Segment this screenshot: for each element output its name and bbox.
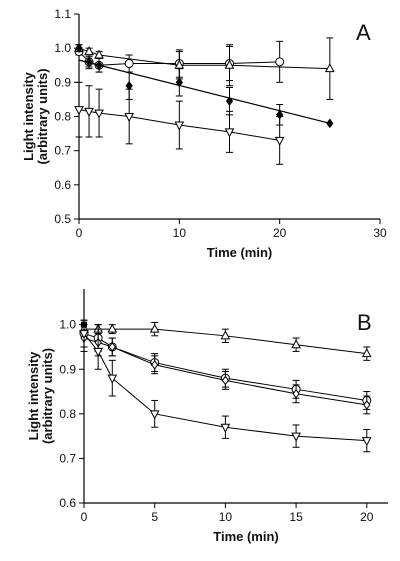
y-tick-label: 0.6	[54, 178, 71, 192]
series-square-filled	[81, 321, 87, 328]
data-point	[94, 109, 104, 119]
data-point	[325, 63, 335, 73]
data-point	[175, 77, 183, 88]
series-triangle-down-open	[74, 81, 285, 165]
data-point	[361, 437, 372, 447]
panel-a: A Time (min) Light intensity (arbitrary …	[21, 7, 387, 260]
data-point	[75, 43, 83, 54]
data-point	[224, 59, 235, 69]
data-point	[108, 342, 116, 352]
data-point	[85, 56, 93, 67]
panel-label-a: A	[356, 20, 371, 45]
data-point	[292, 388, 300, 399]
data-point	[81, 321, 87, 328]
data-point	[79, 330, 89, 340]
panel-b: B Time (min) Light intensity (arbitrary …	[26, 289, 388, 544]
data-point	[225, 96, 234, 106]
data-point	[363, 400, 371, 410]
x-tick-label: 0	[76, 226, 83, 240]
x-tick-label: 0	[81, 510, 88, 524]
series-line	[78, 47, 330, 70]
data-point	[274, 136, 285, 146]
y-tick-label: 0.8	[54, 110, 71, 124]
data-point	[84, 46, 94, 56]
x-tick-label: 20	[273, 226, 287, 240]
y-axis-title-line1-a: Light intensity	[21, 71, 36, 161]
data-point	[95, 60, 103, 71]
data-point	[124, 113, 135, 123]
y-tick-label: 0.9	[54, 75, 71, 89]
y-tick-label: 1.1	[54, 7, 71, 21]
data-point	[174, 121, 185, 131]
data-point	[224, 128, 235, 138]
y-tick-label: 0.5	[54, 212, 71, 226]
x-tick-label: 30	[373, 226, 387, 240]
data-point	[149, 323, 160, 333]
data-point	[361, 348, 372, 358]
series-triangle-down-open	[79, 319, 372, 453]
data-point	[220, 330, 231, 340]
fit-line	[78, 59, 330, 124]
y-tick-label: 1.0	[54, 41, 71, 55]
y-tick-label: 0.7	[59, 451, 76, 465]
data-point	[291, 432, 301, 442]
data-point	[151, 359, 159, 370]
y-tick-label: 0.7	[54, 144, 71, 158]
y-tick-label: 0.8	[59, 407, 76, 421]
data-point	[107, 374, 118, 384]
data-point	[275, 57, 285, 67]
data-point	[84, 107, 94, 117]
y-axis-title-line2-b: (arbitrary units)	[40, 348, 55, 444]
data-point	[291, 339, 301, 349]
data-point	[326, 118, 334, 129]
panel-label-b: B	[357, 310, 372, 335]
x-tick-label: 20	[360, 510, 374, 524]
y-tick-label: 0.6	[59, 496, 76, 510]
data-point	[74, 106, 84, 116]
data-point	[107, 323, 118, 333]
y-tick-label: 1.0	[59, 318, 76, 332]
data-point	[93, 347, 103, 357]
data-point	[125, 80, 133, 91]
x-tick-label: 10	[173, 226, 187, 240]
x-tick-label: 10	[219, 510, 233, 524]
data-point	[149, 410, 160, 420]
y-axis-title-line2-a: (arbitrary units)	[35, 68, 50, 164]
series-triangle-up-open	[79, 321, 372, 361]
data-point	[124, 59, 134, 69]
x-tick-label: 5	[151, 510, 158, 524]
x-axis-title-b: Time (min)	[213, 529, 279, 544]
series-diamond-filled	[75, 43, 334, 129]
x-tick-label: 15	[289, 510, 303, 524]
data-point	[220, 423, 231, 433]
data-point	[221, 375, 230, 386]
y-tick-label: 0.9	[59, 362, 76, 376]
x-axis-title-a: Time (min)	[207, 245, 273, 260]
y-axis-title-line1-b: Light intensity	[26, 351, 41, 441]
